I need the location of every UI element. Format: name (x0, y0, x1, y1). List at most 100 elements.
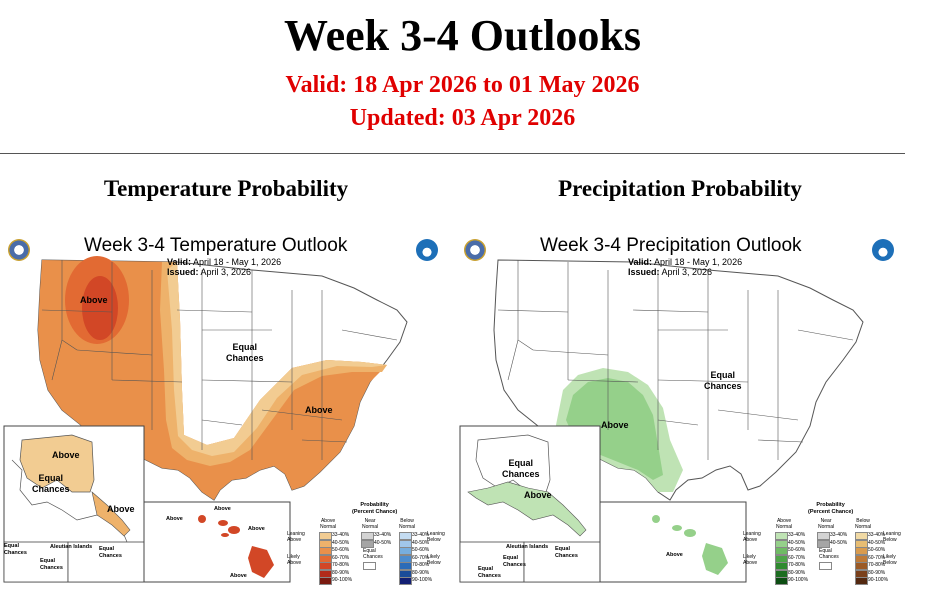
legend-range-label: 60-70% (788, 554, 806, 561)
region-label-equal-chances: Equal Chances (704, 370, 742, 391)
legend-title: Probability (Percent Chance) (808, 502, 854, 515)
page-title: Week 3-4 Outlooks (284, 11, 641, 60)
legend-leaning-above: Leaning Above (287, 531, 305, 543)
precipitation-map-graphic (458, 230, 915, 584)
legend-range-label: 60-70% (412, 554, 430, 561)
alaska-label-above: Above (524, 490, 552, 500)
legend-range-label: 40-50% (374, 539, 392, 546)
noaa-logo-icon (416, 239, 438, 261)
legend-likely-below: Likely Below (427, 554, 441, 566)
aleutian-label-equal-chances: Equal Chances (99, 546, 122, 559)
legend-swatches: 33-40% 40-50% 50-60% 60-70% 70-80% 80-90% 90-1… (743, 502, 913, 585)
aleutian-label-equal-chances: Equal Chances (503, 555, 526, 568)
legend-range-label: 80-90% (868, 569, 886, 576)
region-label-above: Above (601, 420, 629, 430)
precipitation-outlook-map[interactable]: Week 3-4 Precipitation Outlook Valid: Ap… (458, 230, 915, 585)
legend-swatch-below (855, 577, 868, 585)
legend-likely-above: Likely Above (287, 554, 302, 566)
legend-swatch-equal (363, 562, 376, 570)
legend-range-label: 70-80% (332, 562, 350, 568)
legend-swatch-above (319, 577, 332, 585)
issued-line: Issued: April 3, 2026 (167, 267, 252, 277)
updated-date: Updated: 03 Apr 2026 (349, 105, 576, 131)
legend-leaning-below: Leaning Below (427, 531, 445, 543)
legend-col-above: Above Normal (320, 518, 337, 530)
legend-range-label: 80-90% (412, 569, 430, 576)
legend-leaning-below: Leaning Below (883, 531, 901, 543)
divider (0, 153, 905, 154)
issued-line: Issued: April 3, 2026 (628, 267, 713, 277)
aleutian-label-equal-chances: Equal Chances (555, 546, 578, 559)
legend-range-label: 90-100% (788, 577, 809, 583)
valid-line: Valid: April 18 - May 1, 2026 (167, 257, 282, 267)
legend-range-label: 40-50% (830, 539, 848, 546)
legend-range-label: 33-40% (374, 532, 392, 538)
legend-swatch-above (775, 577, 788, 585)
hawaii-label-above: Above (248, 526, 265, 532)
legend-range-label: 33-40% (412, 532, 430, 538)
legend-range-label: 70-80% (788, 562, 806, 568)
legend-range-label: 40-50% (412, 539, 430, 546)
legend-range-label: 90-100% (412, 577, 433, 583)
valid-dates: Valid: 18 Apr 2026 to 01 May 2026 (285, 72, 640, 98)
aleutian-label-equal-chances: Equal Chances (40, 558, 63, 571)
temperature-section-title: Temperature Probability (103, 176, 349, 201)
alaska-label-above: Above (52, 450, 80, 460)
noaa-logo-icon (872, 239, 894, 261)
aleutian-label-equal-chances: Equal Chances (4, 543, 27, 556)
legend-likely-above: Likely Above (743, 554, 758, 566)
commerce-seal-icon (8, 239, 30, 261)
hawaii-label-above: Above (230, 573, 247, 579)
alaska-label-equal-chances: Equal Chances (502, 458, 540, 479)
precipitation-section-title: Precipitation Probability (558, 176, 802, 201)
hawaii-label-above: Above (214, 506, 231, 512)
legend-range-label: 70-80% (868, 562, 886, 568)
region-label-above: Above (80, 295, 108, 305)
map-title: Week 3-4 Temperature Outlook (84, 235, 348, 256)
legend-leaning-above: Leaning Above (743, 531, 761, 543)
legend-range-label: 40-50% (788, 539, 806, 546)
alaska-label-above: Above (107, 504, 135, 514)
legend-col-near: Near Normal (818, 518, 835, 530)
legend-range-label: 33-40% (788, 532, 806, 538)
legend-range-label: 80-90% (788, 569, 806, 576)
legend-range-label: 50-60% (788, 547, 806, 553)
legend-range-label: 50-60% (868, 547, 886, 553)
legend-swatches: 33-40% 40-50% 50-60% 60-70% 70-80% 80-90% 90-1… (287, 502, 457, 585)
legend-likely-below: Likely Below (883, 554, 897, 566)
region-label-above: Above (305, 405, 333, 415)
legend-col-below: Below Normal (855, 518, 872, 530)
legend-range-label: 90-100% (332, 577, 353, 583)
legend-range-label: 40-50% (868, 539, 886, 546)
legend-range-label: 40-50% (332, 539, 350, 546)
temperature-map-graphic (2, 230, 459, 584)
commerce-seal-icon (464, 239, 486, 261)
legend-range-label: 33-40% (830, 532, 848, 538)
legend-swatch-near (361, 539, 374, 548)
legend-range-label: 60-70% (868, 554, 886, 561)
legend-swatch-below (399, 577, 412, 585)
legend-swatch-equal (819, 562, 832, 570)
aleutian-label: Aleutian Islands (506, 544, 549, 550)
temperature-outlook-map[interactable]: Week 3-4 Temperature Outlook Valid: Apri… (2, 230, 459, 585)
legend-range-label: 60-70% (332, 554, 350, 561)
region-label-equal-chances: Equal Chances (226, 342, 264, 363)
legend-range-label: 80-90% (332, 569, 350, 576)
legend-range-label: 33-40% (868, 532, 886, 538)
legend-col-below: Below Normal (399, 518, 416, 530)
map-title: Week 3-4 Precipitation Outlook (540, 235, 802, 256)
aleutian-label-equal-chances: Equal Chances (478, 566, 501, 579)
hawaii-label-above: Above (166, 516, 183, 522)
legend-range-label: 50-60% (332, 547, 350, 553)
legend-swatch-near (817, 539, 830, 548)
valid-line: Valid: April 18 - May 1, 2026 (628, 257, 743, 267)
aleutian-label: Aleutian Islands (50, 544, 93, 550)
legend-col-above: Above Normal (776, 518, 793, 530)
legend-equal-chances: Equal Chances (819, 548, 839, 560)
alaska-label-equal-chances: Equal Chances (32, 473, 70, 494)
legend-title: Probability (Percent Chance) (352, 502, 398, 515)
hawaii-label-above: Above (666, 552, 683, 558)
legend-col-near: Near Normal (362, 518, 379, 530)
legend-range-label: 50-60% (412, 547, 430, 553)
legend-range-label: 33-40% (332, 532, 350, 538)
